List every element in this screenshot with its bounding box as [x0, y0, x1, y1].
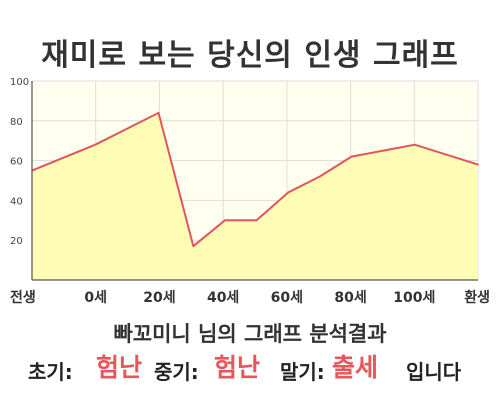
y-tick-label: 20: [10, 236, 23, 247]
x-tick-label: 0세: [84, 290, 107, 306]
axes: 20 40 60 80 100 전생 0세 20세 40세 60세 80세 100세 환생: [10, 77, 490, 306]
data-point: [287, 191, 290, 194]
late-period-label: 말기:: [280, 360, 325, 384]
late-period-value: 출세: [332, 353, 379, 382]
y-tick-label: 40: [10, 196, 23, 207]
data-point: [477, 163, 479, 166]
data-point: [192, 245, 195, 247]
x-tick-label: 40세: [207, 290, 239, 306]
data-point: [157, 112, 160, 114]
x-tick-label: 60세: [271, 290, 303, 306]
mid-period-label: 중기:: [154, 360, 199, 384]
y-tick-label: 60: [10, 157, 23, 168]
x-tick-label: 20세: [143, 290, 175, 306]
data-point: [413, 143, 416, 146]
data-point: [94, 143, 97, 146]
data-point: [319, 175, 321, 178]
y-tick-label: 80: [10, 117, 23, 128]
x-tick-label: 100세: [393, 290, 435, 306]
x-tick-label: 전생: [10, 289, 36, 306]
early-period-value: 험난: [96, 353, 143, 382]
y-tick-label: 100: [10, 77, 29, 88]
data-point: [224, 219, 226, 222]
x-tick-label: 환생: [464, 289, 490, 306]
early-period-label: 초기:: [28, 360, 73, 384]
life-graph-chart: 20 40 60 80 100 전생 0세 20세 40세 60세 80세 100세 환생: [10, 77, 490, 306]
verdict-suffix: 입니다: [406, 360, 462, 384]
data-point: [350, 155, 353, 158]
data-point: [255, 219, 258, 222]
mid-period-value: 험난: [214, 353, 261, 382]
analysis-summary: 빠꼬미니 님의 그래프 분석결과: [113, 322, 387, 346]
x-tick-label: 80세: [334, 290, 366, 306]
chart-title: 재미로 보는 당신의 인생 그래프: [41, 38, 459, 73]
